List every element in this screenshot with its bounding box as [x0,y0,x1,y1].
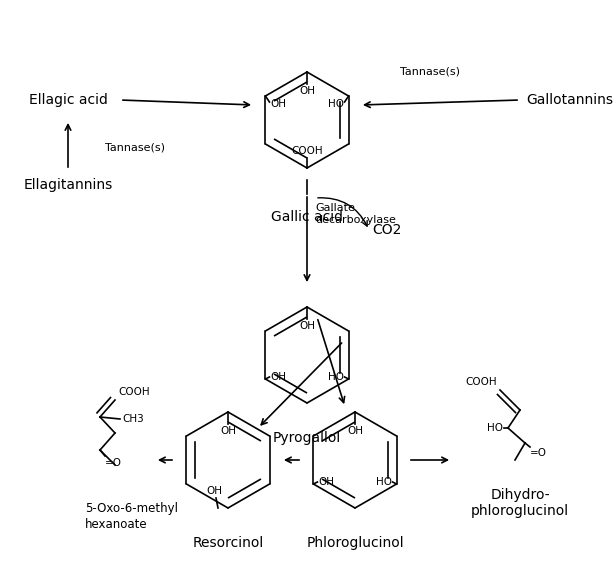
Text: OH: OH [347,426,363,436]
Text: Gallotannins: Gallotannins [526,93,614,107]
Text: OH: OH [299,86,315,96]
Text: OH: OH [299,321,315,331]
Text: OH: OH [206,486,222,496]
Text: 5-Oxo-6-methyl: 5-Oxo-6-methyl [85,502,178,515]
Text: OH: OH [220,426,236,436]
Text: Gallic acid: Gallic acid [271,210,343,224]
Text: Phloroglucinol: Phloroglucinol [306,536,404,550]
Text: HO: HO [328,372,344,382]
Text: hexanoate: hexanoate [85,518,148,531]
Text: OH: OH [271,372,287,382]
Text: Ellagic acid: Ellagic acid [28,93,108,107]
Text: Resorcinol: Resorcinol [192,536,264,550]
Text: Ellagitannins: Ellagitannins [23,178,113,192]
Text: HO: HO [376,477,392,487]
Text: Dihydro-: Dihydro- [490,488,550,502]
Text: COOH: COOH [466,377,497,387]
Text: Tannase(s): Tannase(s) [105,143,165,153]
Text: Pyrogallol: Pyrogallol [273,431,341,445]
Text: OH: OH [319,477,335,487]
Text: Tannase(s): Tannase(s) [400,67,460,77]
Text: HO: HO [487,423,503,433]
Text: COOH: COOH [291,146,323,156]
Text: =O: =O [530,448,547,458]
Text: Gallate
decarboxylase: Gallate decarboxylase [315,203,396,225]
Text: OH: OH [271,99,287,109]
Text: COOH: COOH [118,387,149,397]
Text: phloroglucinol: phloroglucinol [471,504,569,518]
Text: CO2: CO2 [372,223,402,237]
Text: =O: =O [105,458,122,468]
Text: HO: HO [328,99,344,109]
Text: CH3: CH3 [122,414,144,424]
